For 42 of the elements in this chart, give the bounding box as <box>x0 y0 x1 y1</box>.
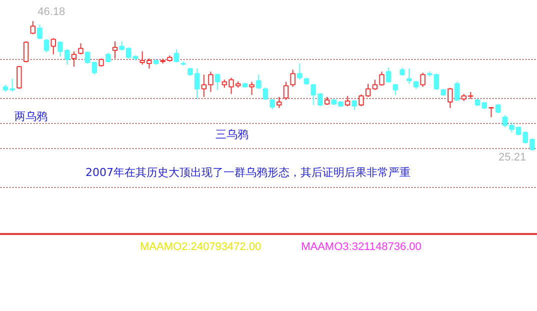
candlestick <box>78 42 84 55</box>
candlestick <box>16 66 22 90</box>
candlestick <box>37 24 42 40</box>
annotation: 46.18 <box>38 6 66 18</box>
candlestick <box>92 61 98 76</box>
candlestick <box>352 100 357 111</box>
candlestick <box>276 96 282 109</box>
annotation: 25.21 <box>498 152 526 164</box>
candlestick <box>290 69 296 88</box>
candlestick <box>297 63 302 80</box>
text: MAAMO2:240793472.00 <box>140 241 262 253</box>
candlestick <box>262 87 268 101</box>
candlestick <box>434 73 440 90</box>
annotation: 两乌鸦 <box>14 110 48 123</box>
candlestick <box>30 20 36 35</box>
annotation: 2007年在其历史大顶出现了一群乌鸦形态，其后证明后果非常严重 <box>86 166 410 179</box>
candlestick <box>44 38 50 53</box>
candlestick <box>454 81 460 102</box>
candlestick <box>112 40 118 59</box>
candlestick <box>488 106 494 118</box>
candlestick <box>495 104 501 114</box>
candlestick <box>174 48 180 63</box>
candlestick <box>365 83 371 98</box>
candlestick <box>256 74 262 90</box>
candlestick <box>23 40 29 63</box>
candlestick <box>392 83 398 96</box>
candlestick <box>214 72 220 90</box>
candlestick <box>406 68 412 84</box>
candlestick <box>448 87 453 109</box>
candlestick <box>71 50 77 68</box>
candlestick <box>105 52 111 63</box>
candlestick <box>420 72 426 88</box>
candlestick <box>344 95 350 107</box>
candlestick <box>50 38 56 55</box>
candlestick <box>84 50 90 64</box>
candlestick <box>249 81 254 96</box>
annotation: 三乌鸦 <box>216 128 248 141</box>
candlestick <box>283 81 289 101</box>
candlestick <box>270 98 275 110</box>
candlestick <box>386 67 392 84</box>
candlestick <box>358 94 364 107</box>
text: MAAMO3:321148736.00 <box>301 241 422 253</box>
